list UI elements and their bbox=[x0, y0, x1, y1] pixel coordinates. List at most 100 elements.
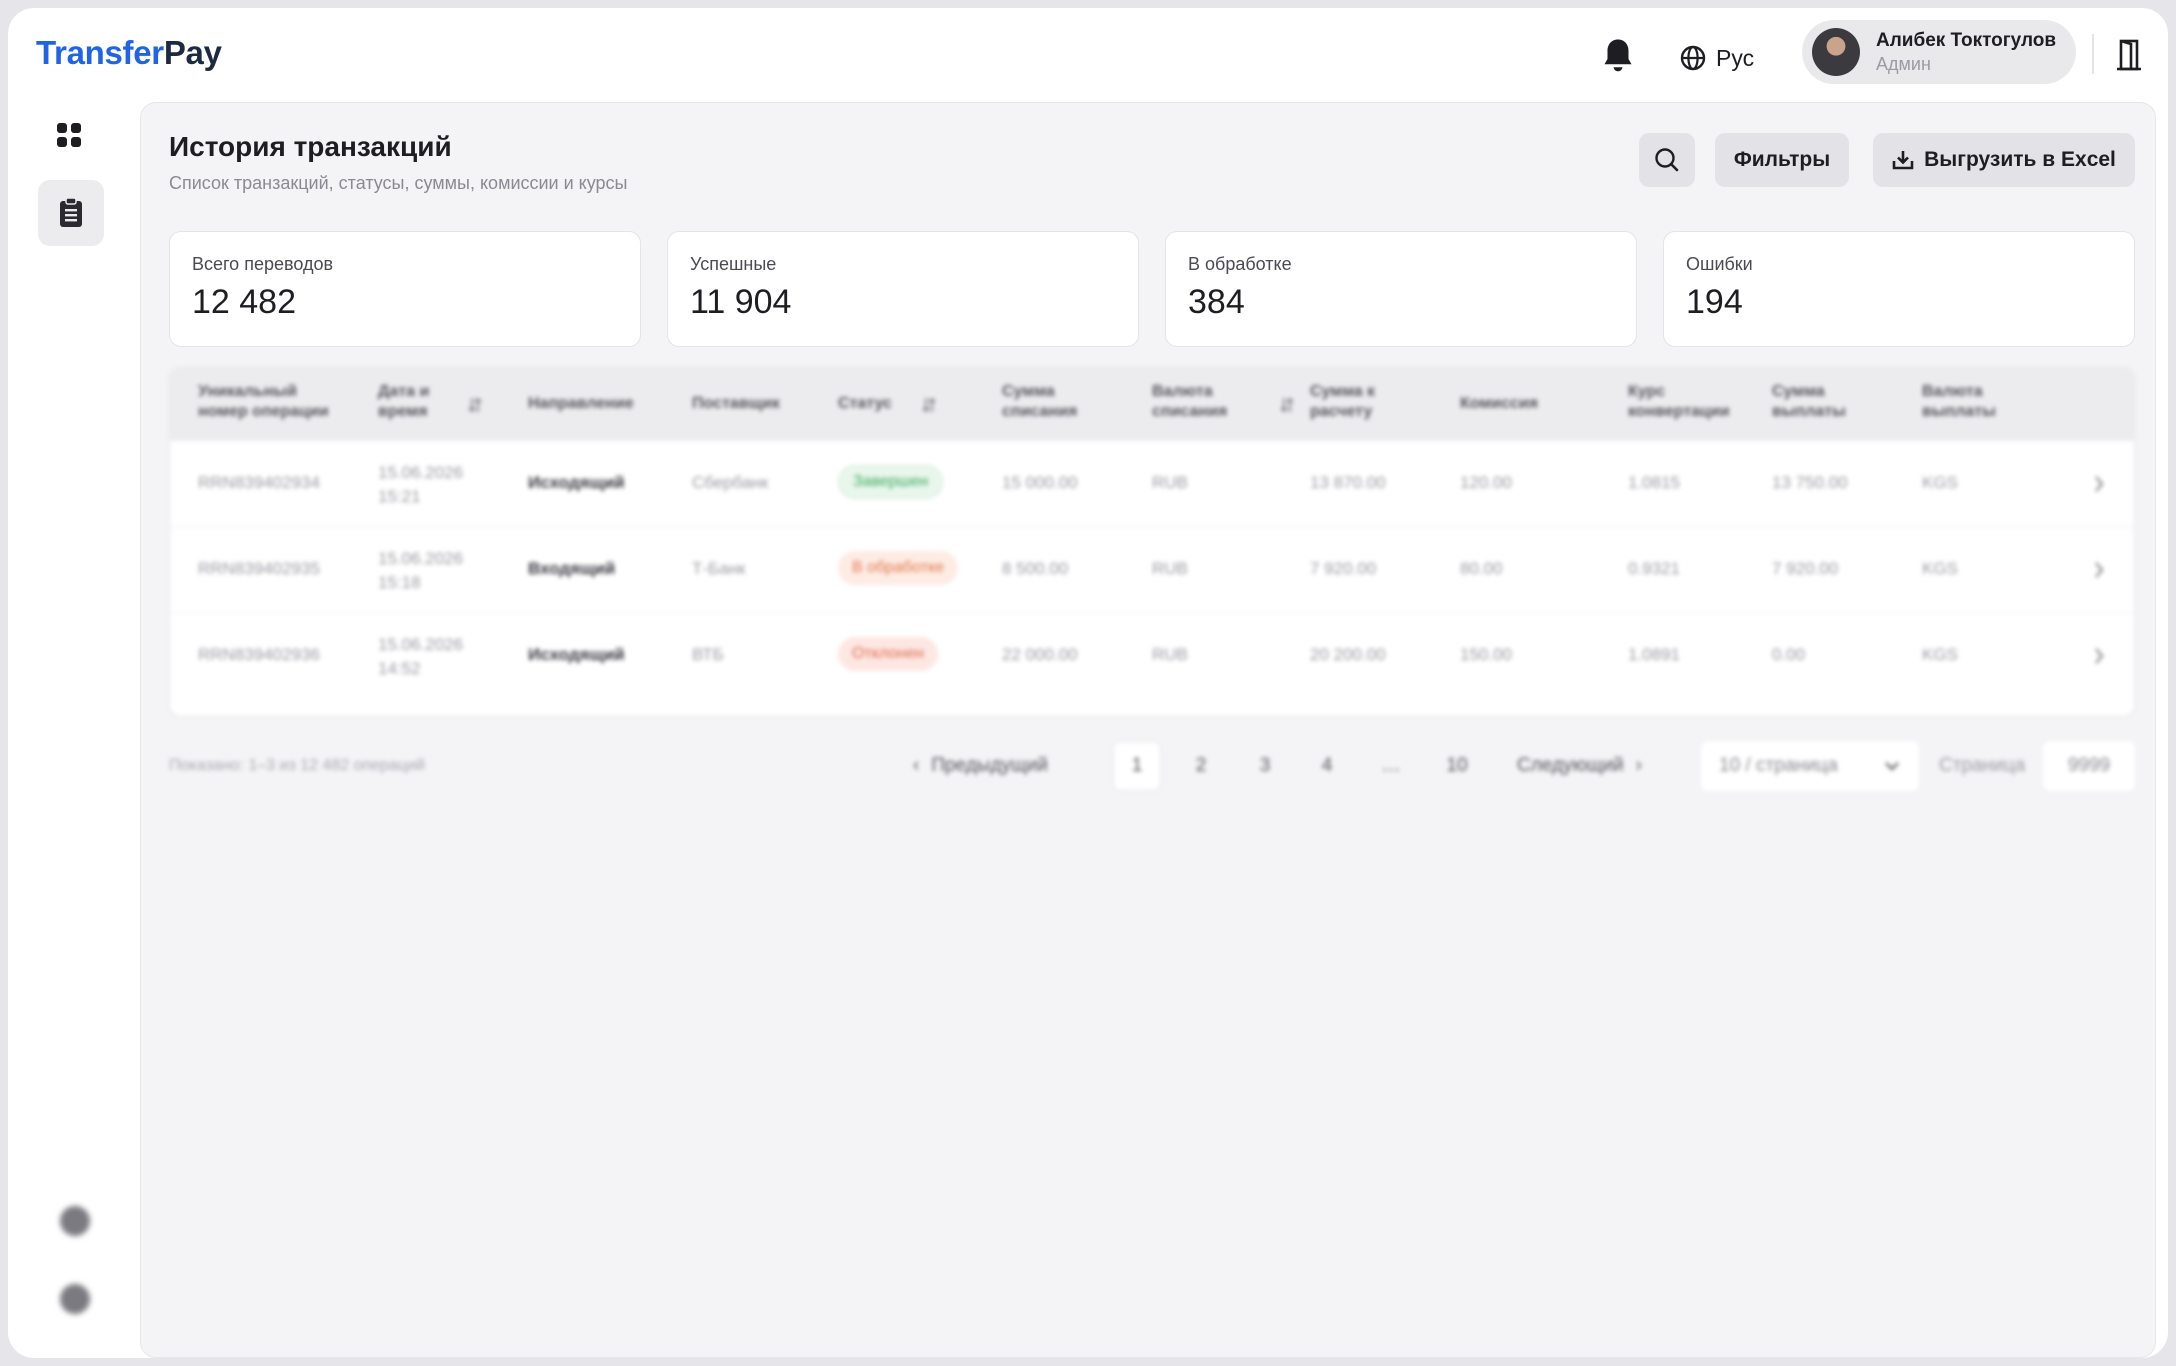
stat-card-total: Всего переводов 12 482 bbox=[169, 231, 641, 347]
cell-rate: 0.9321 bbox=[1628, 559, 1680, 578]
user-name: Алибек Токтогулов bbox=[1876, 29, 2057, 51]
sidebar-item-transactions[interactable] bbox=[38, 180, 104, 246]
page-button-3[interactable]: 3 bbox=[1259, 755, 1271, 776]
stat-label: Всего переводов bbox=[192, 254, 334, 274]
cell-date-time: 15:18 bbox=[378, 573, 421, 592]
stat-card-processing: В обработке 384 bbox=[1165, 231, 1637, 347]
cell-id: RRN839402936 bbox=[198, 645, 320, 664]
next-page-button[interactable]: Следующий › bbox=[1517, 741, 1642, 791]
column-header-rate: Курс конвертации bbox=[1628, 383, 1730, 420]
blurred-content: Уникальный номер операции Дата и время Н… bbox=[141, 357, 2155, 791]
column-header-direction: Направление bbox=[528, 395, 634, 412]
logo[interactable]: TransferPay bbox=[36, 34, 222, 72]
sort-icon[interactable] bbox=[468, 396, 482, 414]
chevron-left-icon: ‹ bbox=[913, 755, 920, 776]
stat-value: 194 bbox=[1686, 283, 1743, 321]
table-row[interactable]: RRN839402934 15.06.2026 15:21 Исходящий С… bbox=[170, 440, 2134, 526]
chevron-down-icon bbox=[1885, 762, 1899, 771]
next-label: Следующий bbox=[1517, 755, 1624, 776]
globe-icon bbox=[1680, 45, 1706, 71]
bell-icon[interactable] bbox=[1600, 36, 1636, 76]
page-button-4[interactable]: 4 bbox=[1321, 755, 1333, 776]
cell-date-day: 15.06.2026 bbox=[378, 549, 464, 568]
per-page-select[interactable]: 10 / страница bbox=[1701, 741, 1919, 791]
stat-label: В обработке bbox=[1188, 254, 1292, 274]
user-profile[interactable]: Алибек Токтогулов Админ bbox=[1802, 20, 2076, 84]
cell-commission: 80.00 bbox=[1460, 559, 1503, 578]
sort-icon[interactable] bbox=[1280, 396, 1294, 414]
cell-direction: Исходящий bbox=[528, 645, 625, 664]
goto-page-label: Страница bbox=[1939, 755, 2026, 776]
page-subtitle: Список транзакций, статусы, суммы, комис… bbox=[169, 173, 628, 193]
column-header-commission: Комиссия bbox=[1460, 395, 1538, 412]
stat-value: 11 904 bbox=[690, 283, 792, 321]
prev-label: Предыдущий bbox=[931, 755, 1048, 776]
chevron-right-icon[interactable] bbox=[2092, 645, 2106, 667]
cell-debit-amount: 22 000.00 bbox=[1002, 645, 1078, 664]
cell-payout: 13 750.00 bbox=[1772, 473, 1848, 492]
stat-label: Ошибки bbox=[1686, 254, 1753, 274]
sidebar-settings-icon[interactable] bbox=[60, 1284, 90, 1314]
cell-commission: 120.00 bbox=[1460, 473, 1512, 492]
cell-direction: Входящий bbox=[528, 559, 616, 578]
chevron-right-icon[interactable] bbox=[2092, 473, 2106, 495]
search-button[interactable] bbox=[1639, 133, 1695, 187]
pagination: Показано: 1–3 из 12 482 операций ‹ Преды… bbox=[141, 741, 2155, 793]
cell-settlement: 20 200.00 bbox=[1310, 645, 1386, 664]
column-header-payout-currency: Валюта выплаты bbox=[1922, 383, 1996, 420]
dashboard-grid-icon[interactable] bbox=[54, 120, 84, 150]
cell-debit-currency: RUB bbox=[1152, 559, 1188, 578]
goto-page-input[interactable]: 9999 bbox=[2043, 741, 2135, 791]
page-button-2[interactable]: 2 bbox=[1195, 755, 1207, 776]
cell-date: 15.06.2026 15:18 bbox=[378, 547, 463, 595]
filters-button[interactable]: Фильтры bbox=[1715, 133, 1849, 187]
cell-debit-amount: 8 500.00 bbox=[1002, 559, 1069, 578]
cell-payout-currency: KGS bbox=[1922, 559, 1958, 578]
sort-icon[interactable] bbox=[922, 396, 936, 414]
page-title: История транзакций bbox=[169, 131, 452, 162]
table-row[interactable]: RRN839402936 15.06.2026 14:52 Исходящий В… bbox=[170, 612, 2134, 698]
stats-row: Всего переводов 12 482 Успешные 11 904 В… bbox=[169, 231, 2135, 347]
top-bar: TransferPay Рус Алибек Токтогулов Админ bbox=[8, 8, 2168, 104]
page-button-1[interactable]: 1 bbox=[1113, 741, 1161, 791]
cell-debit-currency: RUB bbox=[1152, 645, 1188, 664]
chevron-right-icon[interactable] bbox=[2092, 559, 2106, 581]
chevron-right-icon: › bbox=[1635, 755, 1642, 776]
language-label: Рус bbox=[1716, 44, 1755, 71]
prev-page-button[interactable]: ‹ Предыдущий bbox=[913, 741, 1048, 791]
transactions-table: Уникальный номер операции Дата и время Н… bbox=[169, 367, 2135, 717]
column-header-date[interactable]: Дата и время bbox=[378, 383, 430, 420]
search-icon bbox=[1655, 148, 1679, 172]
page-ellipsis: … bbox=[1381, 755, 1401, 776]
column-header-provider: Поставщик bbox=[692, 395, 780, 412]
cell-provider: ВТБ bbox=[692, 645, 724, 664]
logout-door-icon[interactable] bbox=[2114, 38, 2144, 72]
table-row[interactable]: RRN839402935 15.06.2026 15:18 Входящий Т-… bbox=[170, 526, 2134, 612]
cell-provider: Сбербанк bbox=[692, 473, 769, 492]
column-header-debit-currency[interactable]: Валюта списания bbox=[1152, 383, 1228, 420]
cell-date-day: 15.06.2026 bbox=[378, 635, 464, 654]
app-window: TransferPay Рус Алибек Токтогулов Админ bbox=[8, 8, 2168, 1358]
page-button-10[interactable]: 10 bbox=[1446, 755, 1468, 776]
cell-payout: 7 920.00 bbox=[1772, 559, 1839, 578]
status-badge: Завершен bbox=[838, 465, 944, 499]
cell-date-day: 15.06.2026 bbox=[378, 463, 464, 482]
stat-value: 12 482 bbox=[192, 283, 296, 321]
logo-part-transfer: Transfer bbox=[36, 34, 164, 71]
column-header-status[interactable]: Статус bbox=[838, 395, 892, 412]
export-label: Выгрузить в Excel bbox=[1924, 148, 2116, 171]
status-badge: Отклонен bbox=[838, 637, 938, 671]
shown-count: Показано: 1–3 из 12 482 операций bbox=[169, 757, 425, 774]
clipboard-icon bbox=[60, 197, 82, 227]
stat-card-errors: Ошибки 194 bbox=[1663, 231, 2135, 347]
export-excel-button[interactable]: Выгрузить в Excel bbox=[1873, 133, 2135, 187]
cell-payout: 0.00 bbox=[1772, 645, 1806, 664]
cell-id: RRN839402934 bbox=[198, 473, 320, 492]
cell-provider: Т-Банк bbox=[692, 559, 746, 578]
cell-payout-currency: KGS bbox=[1922, 473, 1958, 492]
column-header-debit-amount: Сумма списания bbox=[1002, 383, 1078, 420]
column-header-id: Уникальный номер операции bbox=[198, 383, 329, 420]
user-role: Админ bbox=[1876, 53, 1931, 74]
language-switcher[interactable]: Рус bbox=[1680, 40, 1754, 76]
sidebar-help-icon[interactable] bbox=[60, 1206, 90, 1236]
